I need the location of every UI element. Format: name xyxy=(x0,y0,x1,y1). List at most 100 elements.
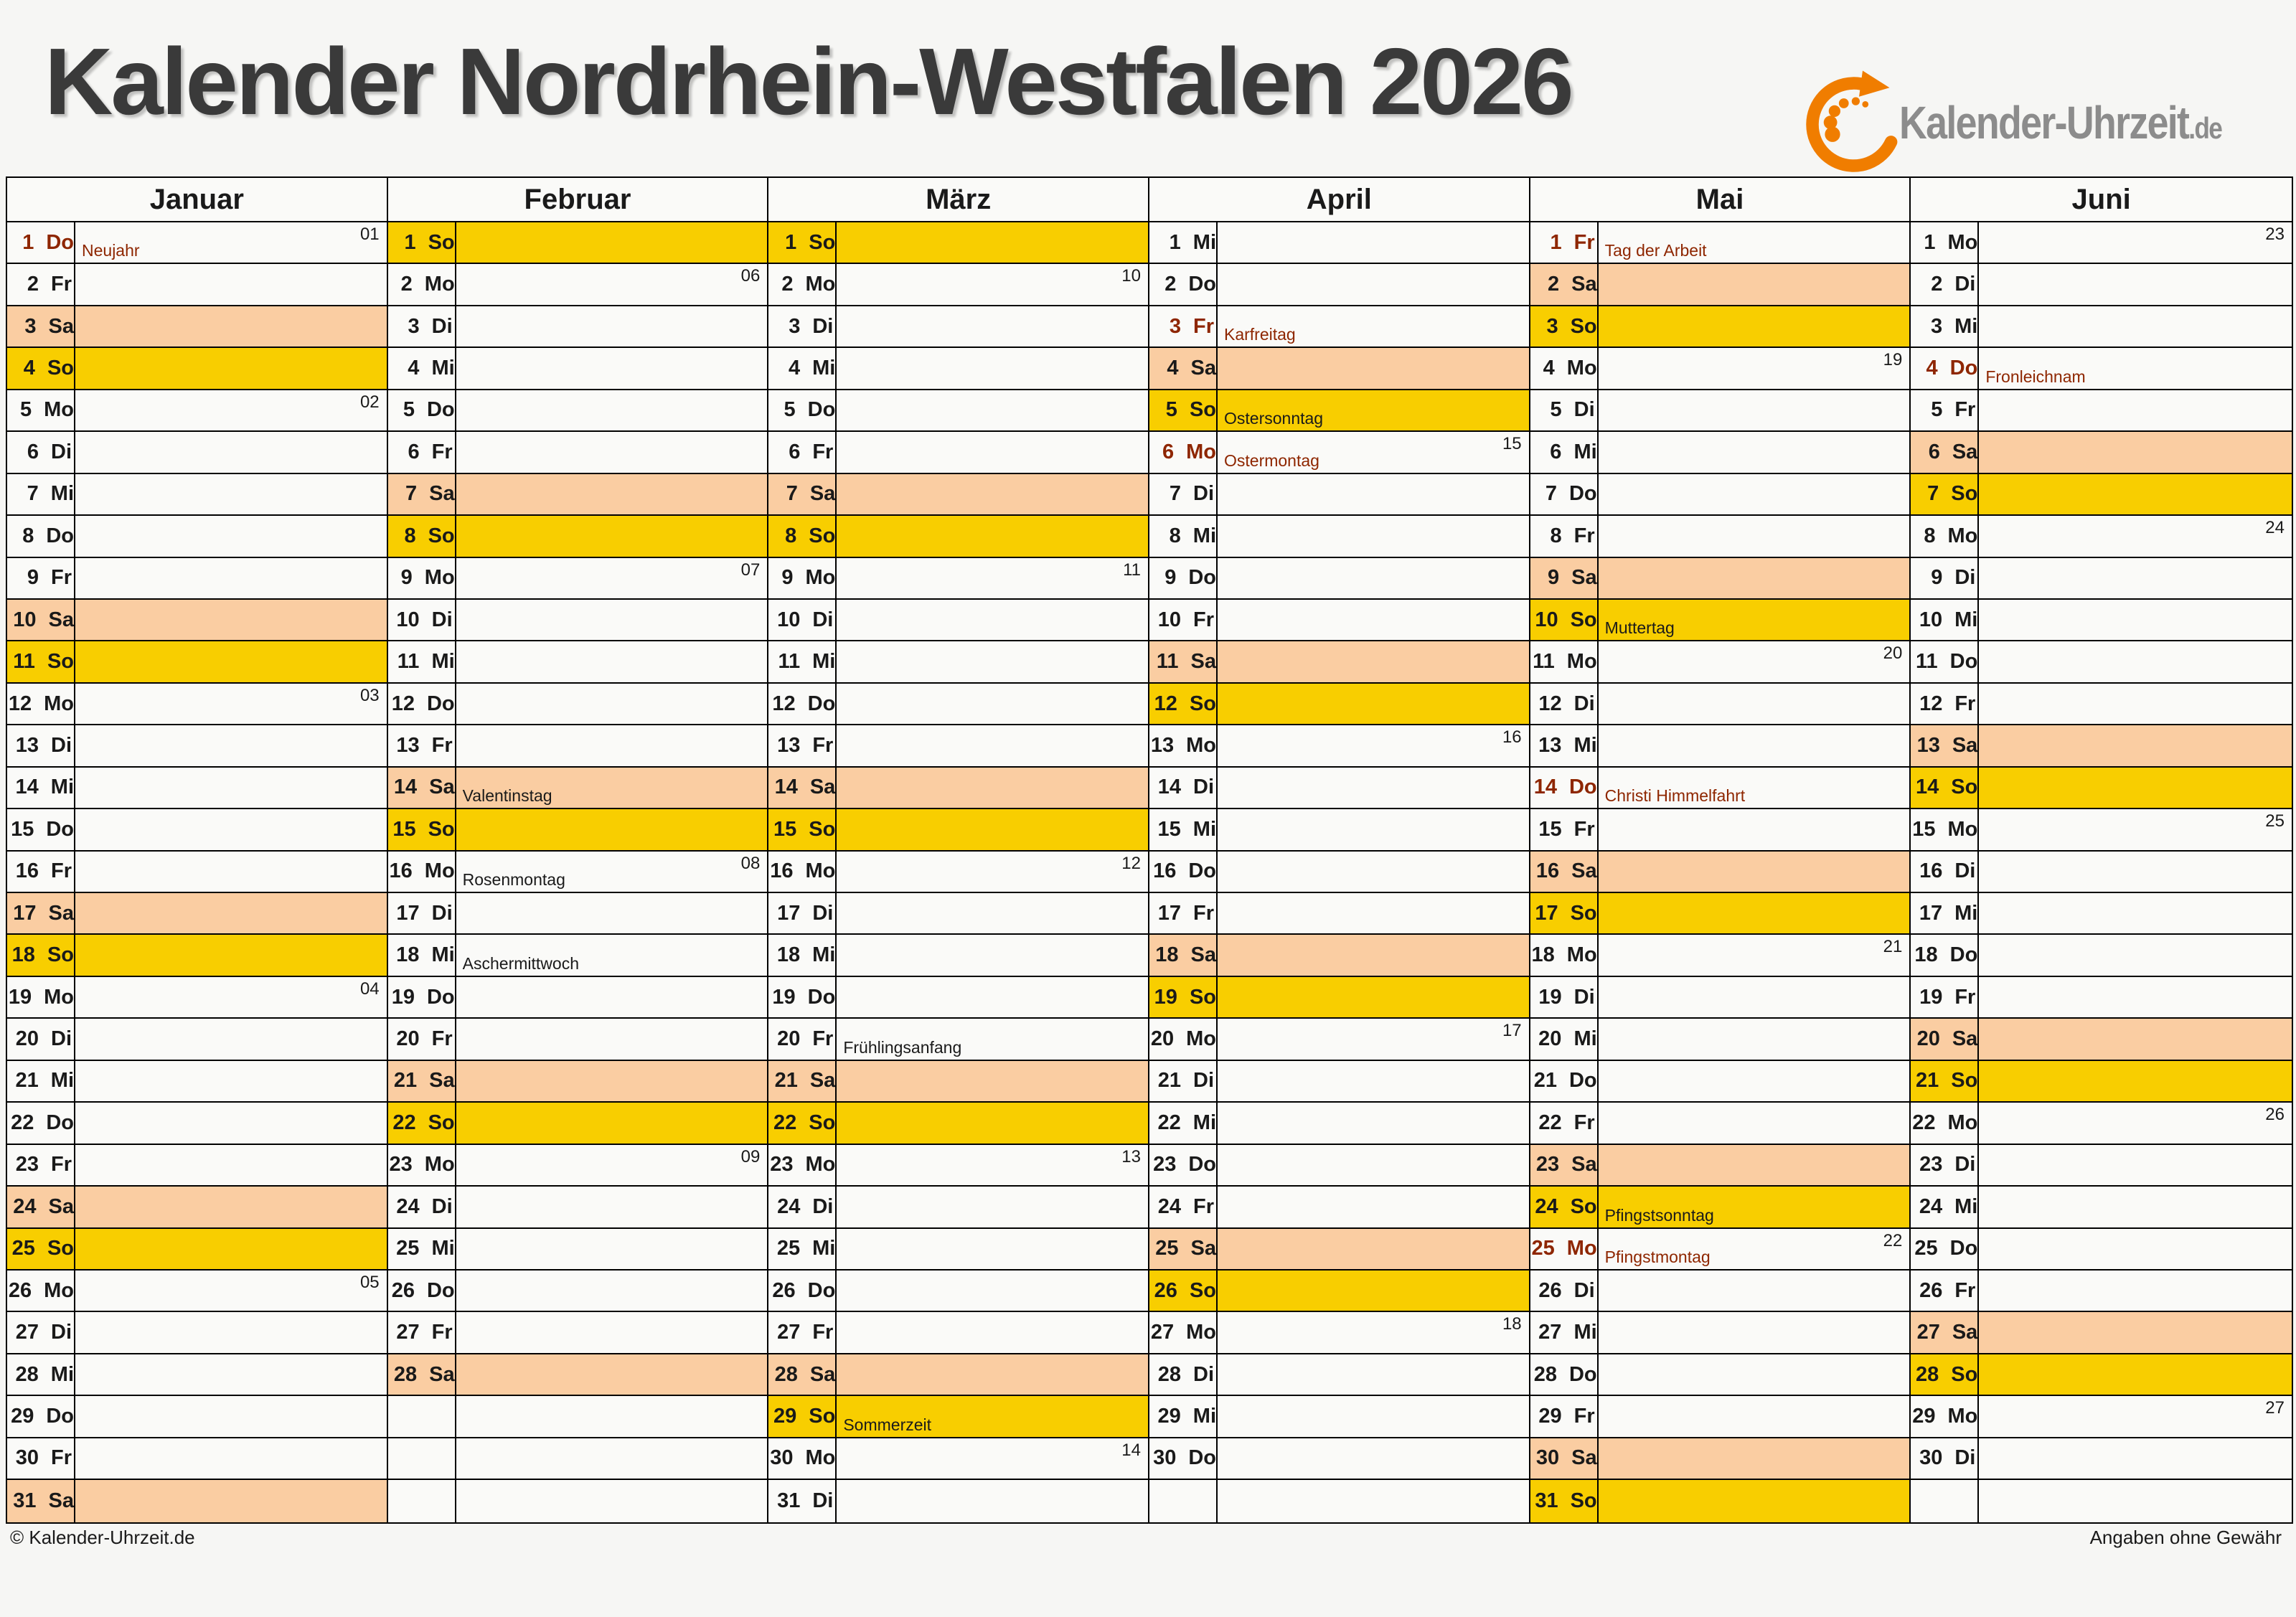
day-row: 8 Mi xyxy=(1149,516,1529,558)
day-content-cell: Christi Himmelfahrt xyxy=(1599,768,1910,808)
day-row: 29 Mi xyxy=(1149,1396,1529,1438)
day-row: 28 So xyxy=(1911,1354,2292,1397)
day-number-cell: 29 Mi xyxy=(1149,1396,1218,1437)
day-content-cell xyxy=(1979,1145,2292,1185)
day-row: 5 Di xyxy=(1530,390,1910,433)
day-number: 7 xyxy=(27,482,39,506)
weekday-abbr: Do xyxy=(1188,1446,1216,1470)
day-number: 16 xyxy=(15,859,39,883)
week-number: 10 xyxy=(1121,266,1141,286)
day-number-cell: 30 Sa xyxy=(1530,1438,1599,1479)
day-number: 24 xyxy=(396,1194,420,1218)
day-content-cell: 25 xyxy=(1979,809,2292,849)
day-number-cell: 14 Mi xyxy=(7,767,75,808)
weekday-abbr: Mi xyxy=(1954,901,1978,925)
weekday-abbr: So xyxy=(1189,1278,1216,1302)
day-number: 1 xyxy=(404,230,416,254)
day-number: 3 xyxy=(24,314,37,338)
day-content-cell xyxy=(837,725,1148,765)
day-content-cell xyxy=(837,641,1148,682)
weekday-abbr: Di xyxy=(812,1489,834,1512)
day-number: 14 xyxy=(393,776,418,799)
day-row: 11 Mi xyxy=(768,641,1148,684)
day-content-cell xyxy=(1599,1312,1910,1352)
day-number: 15 xyxy=(1538,817,1562,841)
day-number: 5 xyxy=(1165,398,1177,422)
day-content-cell xyxy=(75,893,387,933)
day-number: 13 xyxy=(1150,733,1175,757)
day-number-cell: 30 Do xyxy=(1149,1438,1218,1479)
day-row: 22 Do xyxy=(7,1103,387,1145)
day-number: 6 xyxy=(789,440,801,463)
day-number-cell: 28 Di xyxy=(1149,1354,1218,1395)
weekday-abbr: Mo xyxy=(1566,650,1597,674)
weekday-abbr: So xyxy=(1951,776,1978,799)
day-row: 20 Sa xyxy=(1911,1019,2292,1061)
day-label: Karfreitag xyxy=(1224,325,1296,344)
week-number: 17 xyxy=(1502,1021,1522,1041)
weekday-abbr: Fr xyxy=(51,1153,72,1177)
day-content-cell xyxy=(1979,935,2292,975)
day-number-cell: 25 Mi xyxy=(768,1228,837,1269)
week-number: 02 xyxy=(359,392,380,412)
weekday-abbr: Sa xyxy=(48,608,74,631)
day-number-cell xyxy=(388,1438,456,1479)
day-content-cell: 14 xyxy=(837,1438,1148,1479)
weekday-abbr: Mo xyxy=(44,398,74,422)
day-number-cell: 26 Do xyxy=(768,1270,837,1311)
day-content-cell xyxy=(1599,432,1910,472)
day-number: 1 xyxy=(1169,230,1181,254)
day-number: 5 xyxy=(1931,398,1943,422)
day-number-cell: 1 So xyxy=(388,222,456,263)
day-number: 8 xyxy=(1169,524,1181,547)
day-number: 7 xyxy=(786,482,798,506)
day-content-cell xyxy=(1218,1480,1529,1522)
day-content-cell xyxy=(1599,1061,1910,1101)
day-number-cell: 20 Mo xyxy=(1149,1019,1218,1060)
week-number: 25 xyxy=(2265,811,2285,831)
day-number: 21 xyxy=(1916,1069,1939,1093)
day-number-cell: 9 Do xyxy=(1149,557,1218,598)
day-content-cell xyxy=(837,684,1148,724)
day-row: 4 Do Fronleichnam xyxy=(1911,348,2292,390)
day-row: 3 Mi xyxy=(1911,306,2292,349)
day-number-cell: 7 So xyxy=(1911,473,1980,515)
day-row: 26 Do xyxy=(387,1270,768,1313)
day-row: 8 Fr xyxy=(1530,516,1910,558)
weekday-abbr: Mo xyxy=(1186,1321,1216,1344)
day-row: 7 Do xyxy=(1530,473,1910,517)
day-number-cell: 29 Do xyxy=(7,1396,75,1437)
day-content-cell xyxy=(837,390,1148,430)
day-row: 26 So xyxy=(1149,1270,1529,1313)
day-content-cell xyxy=(837,935,1148,975)
day-row: 6 Mo 15 Ostermontag xyxy=(1149,432,1529,474)
day-number-cell: 1 Mo xyxy=(1911,222,1980,263)
day-number: 4 xyxy=(408,357,420,380)
day-content-cell xyxy=(1218,768,1529,808)
day-number-cell: 16 Sa xyxy=(1530,851,1599,892)
weekday-abbr: Mi xyxy=(50,1069,74,1093)
day-content-cell xyxy=(1979,1480,2292,1522)
day-number: 5 xyxy=(19,398,32,422)
day-row: 16 Di xyxy=(1911,851,2292,893)
day-row: 10 Di xyxy=(768,599,1148,642)
day-number-cell: 2 Mo xyxy=(388,264,456,305)
day-number-cell: 11 Mi xyxy=(388,641,456,682)
day-number: 19 xyxy=(772,985,796,1009)
day-content-cell xyxy=(1599,1396,1910,1436)
week-number: 19 xyxy=(1883,350,1903,370)
day-row: 4 Mo 19 xyxy=(1530,348,1910,390)
weekday-abbr: Mi xyxy=(50,482,74,506)
day-number: 16 xyxy=(1153,859,1177,883)
day-content-cell xyxy=(75,1354,387,1395)
day-content-cell: 08 Rosenmontag xyxy=(456,852,768,892)
day-content-cell xyxy=(837,1480,1148,1522)
day-label: Pfingstsonntag xyxy=(1604,1205,1714,1225)
day-row: 30 Mo 14 xyxy=(768,1438,1148,1481)
day-number-cell: 1 Mi xyxy=(1149,222,1218,263)
day-number: 10 xyxy=(1157,608,1181,631)
day-row: 23 Mo 13 xyxy=(768,1144,1148,1187)
day-number: 19 xyxy=(1154,985,1177,1009)
day-content-cell xyxy=(1599,1270,1910,1311)
week-number: 23 xyxy=(2265,225,2285,244)
